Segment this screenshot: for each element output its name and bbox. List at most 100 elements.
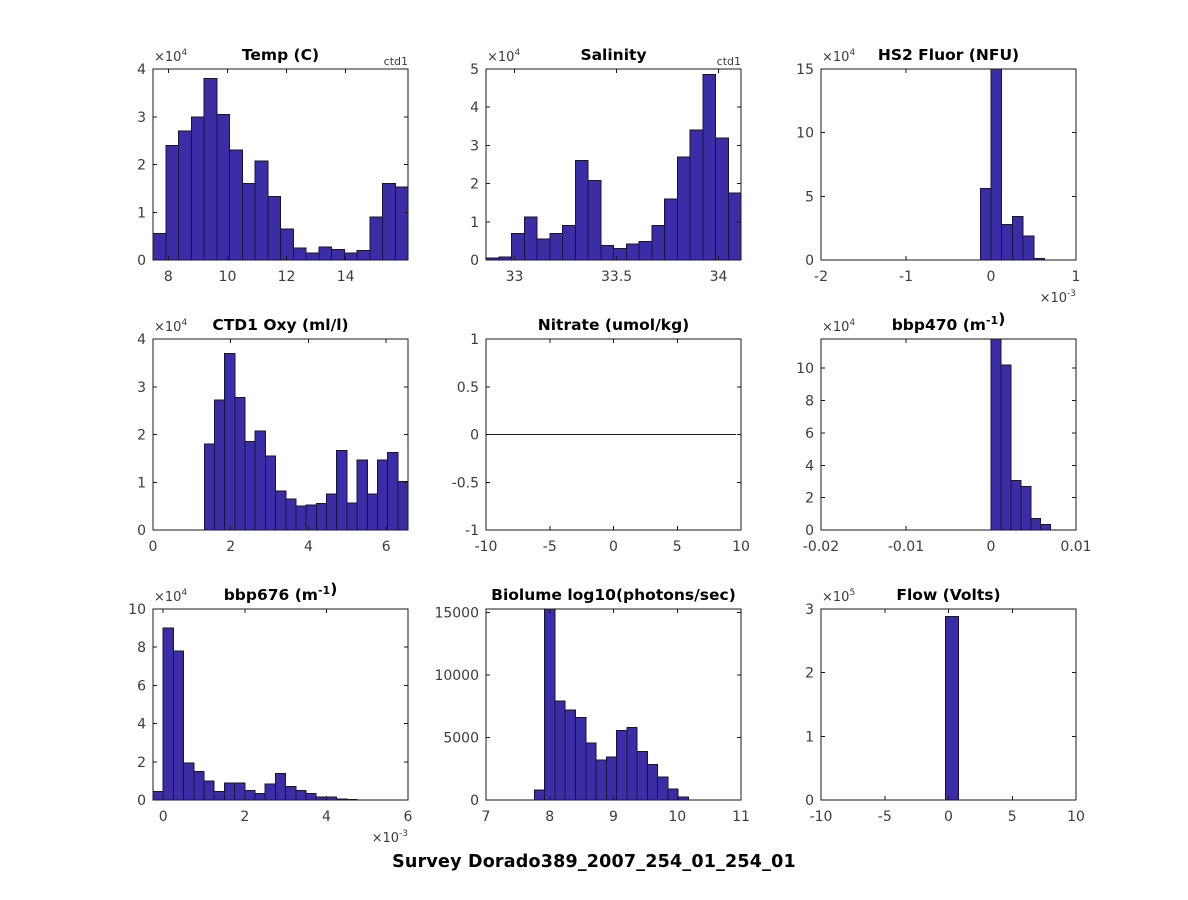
y-tick-label: 15 — [796, 62, 814, 78]
x-tick-label: 10 — [219, 269, 237, 285]
y-tick-label: 3 — [137, 380, 146, 396]
bar — [689, 129, 704, 261]
bar — [223, 782, 236, 801]
bar — [574, 160, 589, 261]
x-tick-label: 34 — [710, 269, 728, 285]
y-tick-label: -1 — [465, 523, 479, 539]
bar — [172, 650, 185, 801]
corner-label: ctd1 — [717, 55, 741, 68]
y-tick-label: 6 — [137, 678, 146, 694]
y-tick-label: 4 — [137, 332, 146, 348]
axes-box — [485, 338, 742, 531]
y-tick-label: 4 — [137, 62, 146, 78]
y-tick-label: 2 — [805, 491, 814, 507]
x-tick-label: 0 — [149, 539, 158, 555]
y-exponent-label: ×104 — [487, 48, 520, 65]
plot-flow: -10 -5 0 5 10 0 1 2 3 Flow (Volts) ×105 — [805, 586, 1085, 825]
histogram-bars — [990, 338, 1052, 531]
bar — [203, 443, 215, 531]
bar — [356, 249, 371, 261]
x-tick-label: -10 — [475, 539, 498, 555]
y-tick-label: 3 — [470, 138, 479, 154]
axis-title: bbp470 (m-1) — [892, 310, 1006, 334]
bar — [190, 116, 205, 261]
bar — [280, 228, 294, 261]
bar — [241, 183, 256, 261]
axes-box — [820, 68, 1077, 261]
bar — [369, 216, 383, 261]
bar — [305, 504, 317, 531]
x-tick-label: 33 — [506, 269, 524, 285]
chart-bbp676: 0 2 4 6 0 2 4 6 8 10 bbp676 (m-1) ×104 ×10-3 — [91, 579, 431, 849]
bar — [1001, 223, 1013, 261]
bar — [331, 249, 345, 261]
bar — [664, 198, 678, 261]
x-tick-label: 14 — [337, 269, 355, 285]
histogram-bars — [152, 78, 409, 261]
x-tick-label: 0 — [987, 269, 996, 285]
bar — [315, 503, 328, 531]
axes-box — [820, 608, 1077, 801]
bar — [152, 233, 167, 261]
histogram-bars — [533, 608, 689, 801]
x-tick-label: 2 — [240, 809, 249, 825]
bar — [275, 490, 287, 531]
bar — [343, 252, 358, 261]
bar — [657, 776, 669, 801]
bar — [554, 700, 566, 801]
bar — [244, 789, 256, 801]
bar — [1020, 485, 1032, 531]
x-tick-label: 10 — [1067, 809, 1085, 825]
bar — [244, 441, 256, 531]
bar — [646, 763, 659, 801]
plot-bbp470: -0.02 -0.01 0 0.01 0 2 4 6 8 10 bbp470 (m-1) ×104 — [796, 310, 1091, 555]
bar — [667, 788, 679, 801]
bar — [651, 225, 665, 261]
chart-flow: -10 -5 0 5 10 0 1 2 3 Flow (Volts) ×105 — [759, 579, 1099, 849]
x-tick-label: 4 — [304, 539, 313, 555]
y-tick-label: 0 — [805, 793, 814, 809]
y-tick-label: 5 — [470, 62, 479, 78]
axis-title: bbp676 (m-1) — [224, 580, 338, 604]
bar — [1010, 480, 1022, 531]
x-tick-label: 4 — [322, 809, 331, 825]
y-tick-label: 0 — [470, 793, 479, 809]
y-tick-label: 0 — [470, 428, 479, 444]
histogram-bars — [944, 616, 960, 801]
x-tick-label: 5 — [1008, 809, 1017, 825]
y-tick-label: 15000 — [434, 606, 479, 622]
figure-title: Survey Dorado389_2007_254_01_254_01 — [392, 852, 796, 872]
x-tick-label: 0 — [944, 809, 953, 825]
histogram-bars — [485, 74, 742, 261]
bar — [585, 742, 597, 801]
bar — [564, 709, 577, 801]
bar — [203, 780, 215, 801]
y-tick-label: 2 — [137, 755, 146, 771]
histogram-bars — [979, 68, 1046, 261]
chart-temp: 8 10 12 14 0 1 2 3 4 Temp (C) ctd1 ×104 — [91, 39, 431, 309]
bar — [397, 480, 409, 531]
chart-salinity: 33 33.5 34 0 1 2 3 4 5 Salinity ctd1 ×104 — [424, 39, 764, 309]
y-tick-label: 2 — [805, 666, 814, 682]
y-tick-label: 0 — [137, 793, 146, 809]
x-tick-label: -0.01 — [888, 539, 924, 555]
y-tick-label: -0.5 — [452, 475, 479, 491]
x-exponent-label: ×10-3 — [1040, 289, 1076, 306]
axes-box — [485, 608, 742, 801]
bar — [575, 717, 587, 801]
bar — [267, 195, 281, 261]
bar — [595, 759, 607, 801]
bar — [229, 149, 243, 261]
bar — [336, 449, 348, 531]
bar — [224, 352, 236, 531]
y-tick-label: 1 — [470, 215, 479, 231]
y-tick-label: 6 — [805, 426, 814, 442]
bar — [616, 730, 628, 801]
bar — [1040, 523, 1052, 531]
bar — [305, 252, 320, 261]
bar — [264, 783, 276, 801]
chart-biolume: 7 8 9 10 11 0 5000 10000 15000 Biolume log10(phot… — [424, 579, 764, 849]
bar — [295, 789, 307, 801]
bar — [356, 459, 368, 531]
